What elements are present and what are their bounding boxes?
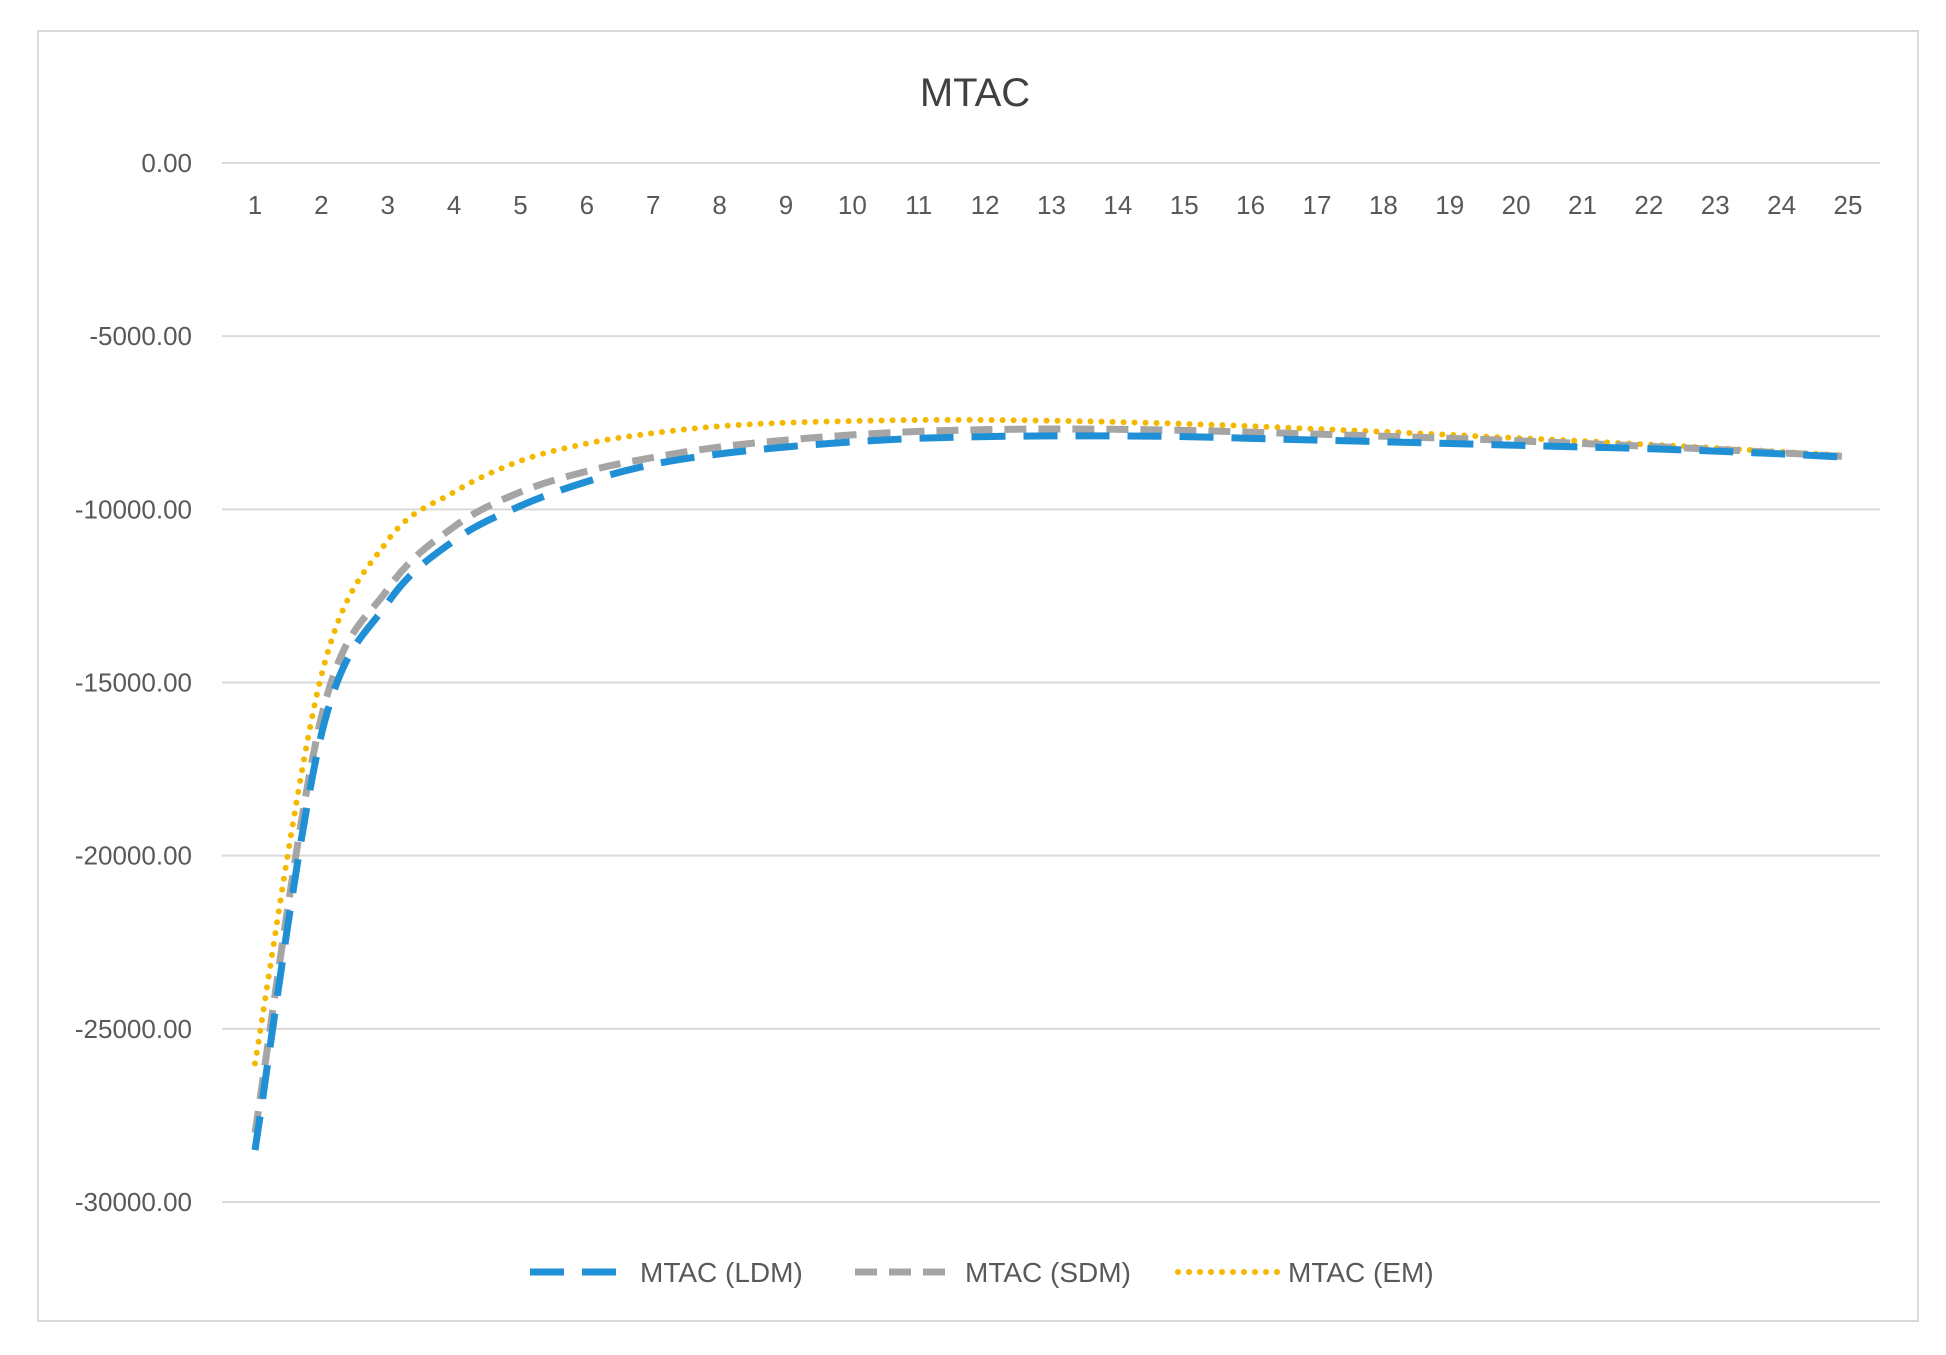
x-tick-labels: 1 2 3 4 5 6 7 8 9 10 11 12 13 14 15 16 17 18 19 20 21 22 23 24 2… (248, 190, 1863, 220)
x-tick-label: 17 (1303, 190, 1332, 220)
y-tick-label: -25000.00 (75, 1014, 192, 1044)
x-tick-label: 2 (314, 190, 328, 220)
x-tick-label: 11 (905, 190, 932, 220)
series-line-0 (251, 432, 1849, 1151)
x-tick-label: 8 (712, 190, 726, 220)
x-tick-label: 18 (1369, 190, 1398, 220)
legend-label-0: MTAC (LDM) (640, 1257, 803, 1288)
x-tick-label: 9 (779, 190, 793, 220)
x-tick-label: 22 (1634, 190, 1663, 220)
x-tick-label: 4 (447, 190, 461, 220)
chart-title: MTAC (920, 71, 1030, 115)
x-tick-label: 13 (1037, 190, 1066, 220)
x-tick-label: 15 (1170, 190, 1199, 220)
legend-label-2: MTAC (EM) (1288, 1257, 1434, 1288)
x-tick-label: 14 (1103, 190, 1132, 220)
x-tick-label: 21 (1568, 190, 1597, 220)
y-tick-label: -5000.00 (89, 321, 192, 351)
legend: MTAC (LDM) MTAC (SDM) MTAC (EM) (530, 1257, 1434, 1288)
x-tick-label: 20 (1502, 190, 1531, 220)
y-tick-label: -20000.00 (75, 841, 192, 871)
x-tick-label: 23 (1701, 190, 1730, 220)
x-tick-label: 1 (248, 190, 262, 220)
x-tick-label: 3 (381, 190, 395, 220)
x-tick-label: 5 (513, 190, 527, 220)
y-tick-label: 0.00 (141, 148, 192, 178)
x-tick-label: 12 (971, 190, 1000, 220)
x-tick-label: 16 (1236, 190, 1265, 220)
y-tick-labels: 0.00 -5000.00 -10000.00 -15000.00 -20000.00 -… (75, 148, 192, 1217)
y-tick-label: -30000.00 (75, 1187, 192, 1217)
chart-frame (37, 30, 1919, 1322)
series-line-2 (252, 416, 1851, 1067)
series-lines (251, 416, 1851, 1151)
x-tick-label: 25 (1834, 190, 1863, 220)
x-tick-label: 24 (1767, 190, 1796, 220)
legend-label-1: MTAC (SDM) (965, 1257, 1131, 1288)
x-tick-label: 10 (838, 190, 867, 220)
series-line-1 (251, 425, 1849, 1134)
y-tick-label: -10000.00 (75, 494, 192, 524)
x-tick-label: 6 (580, 190, 594, 220)
y-tick-label: -15000.00 (75, 668, 192, 698)
gridlines (222, 162, 1880, 1203)
x-tick-label: 7 (646, 190, 660, 220)
x-tick-label: 19 (1435, 190, 1464, 220)
